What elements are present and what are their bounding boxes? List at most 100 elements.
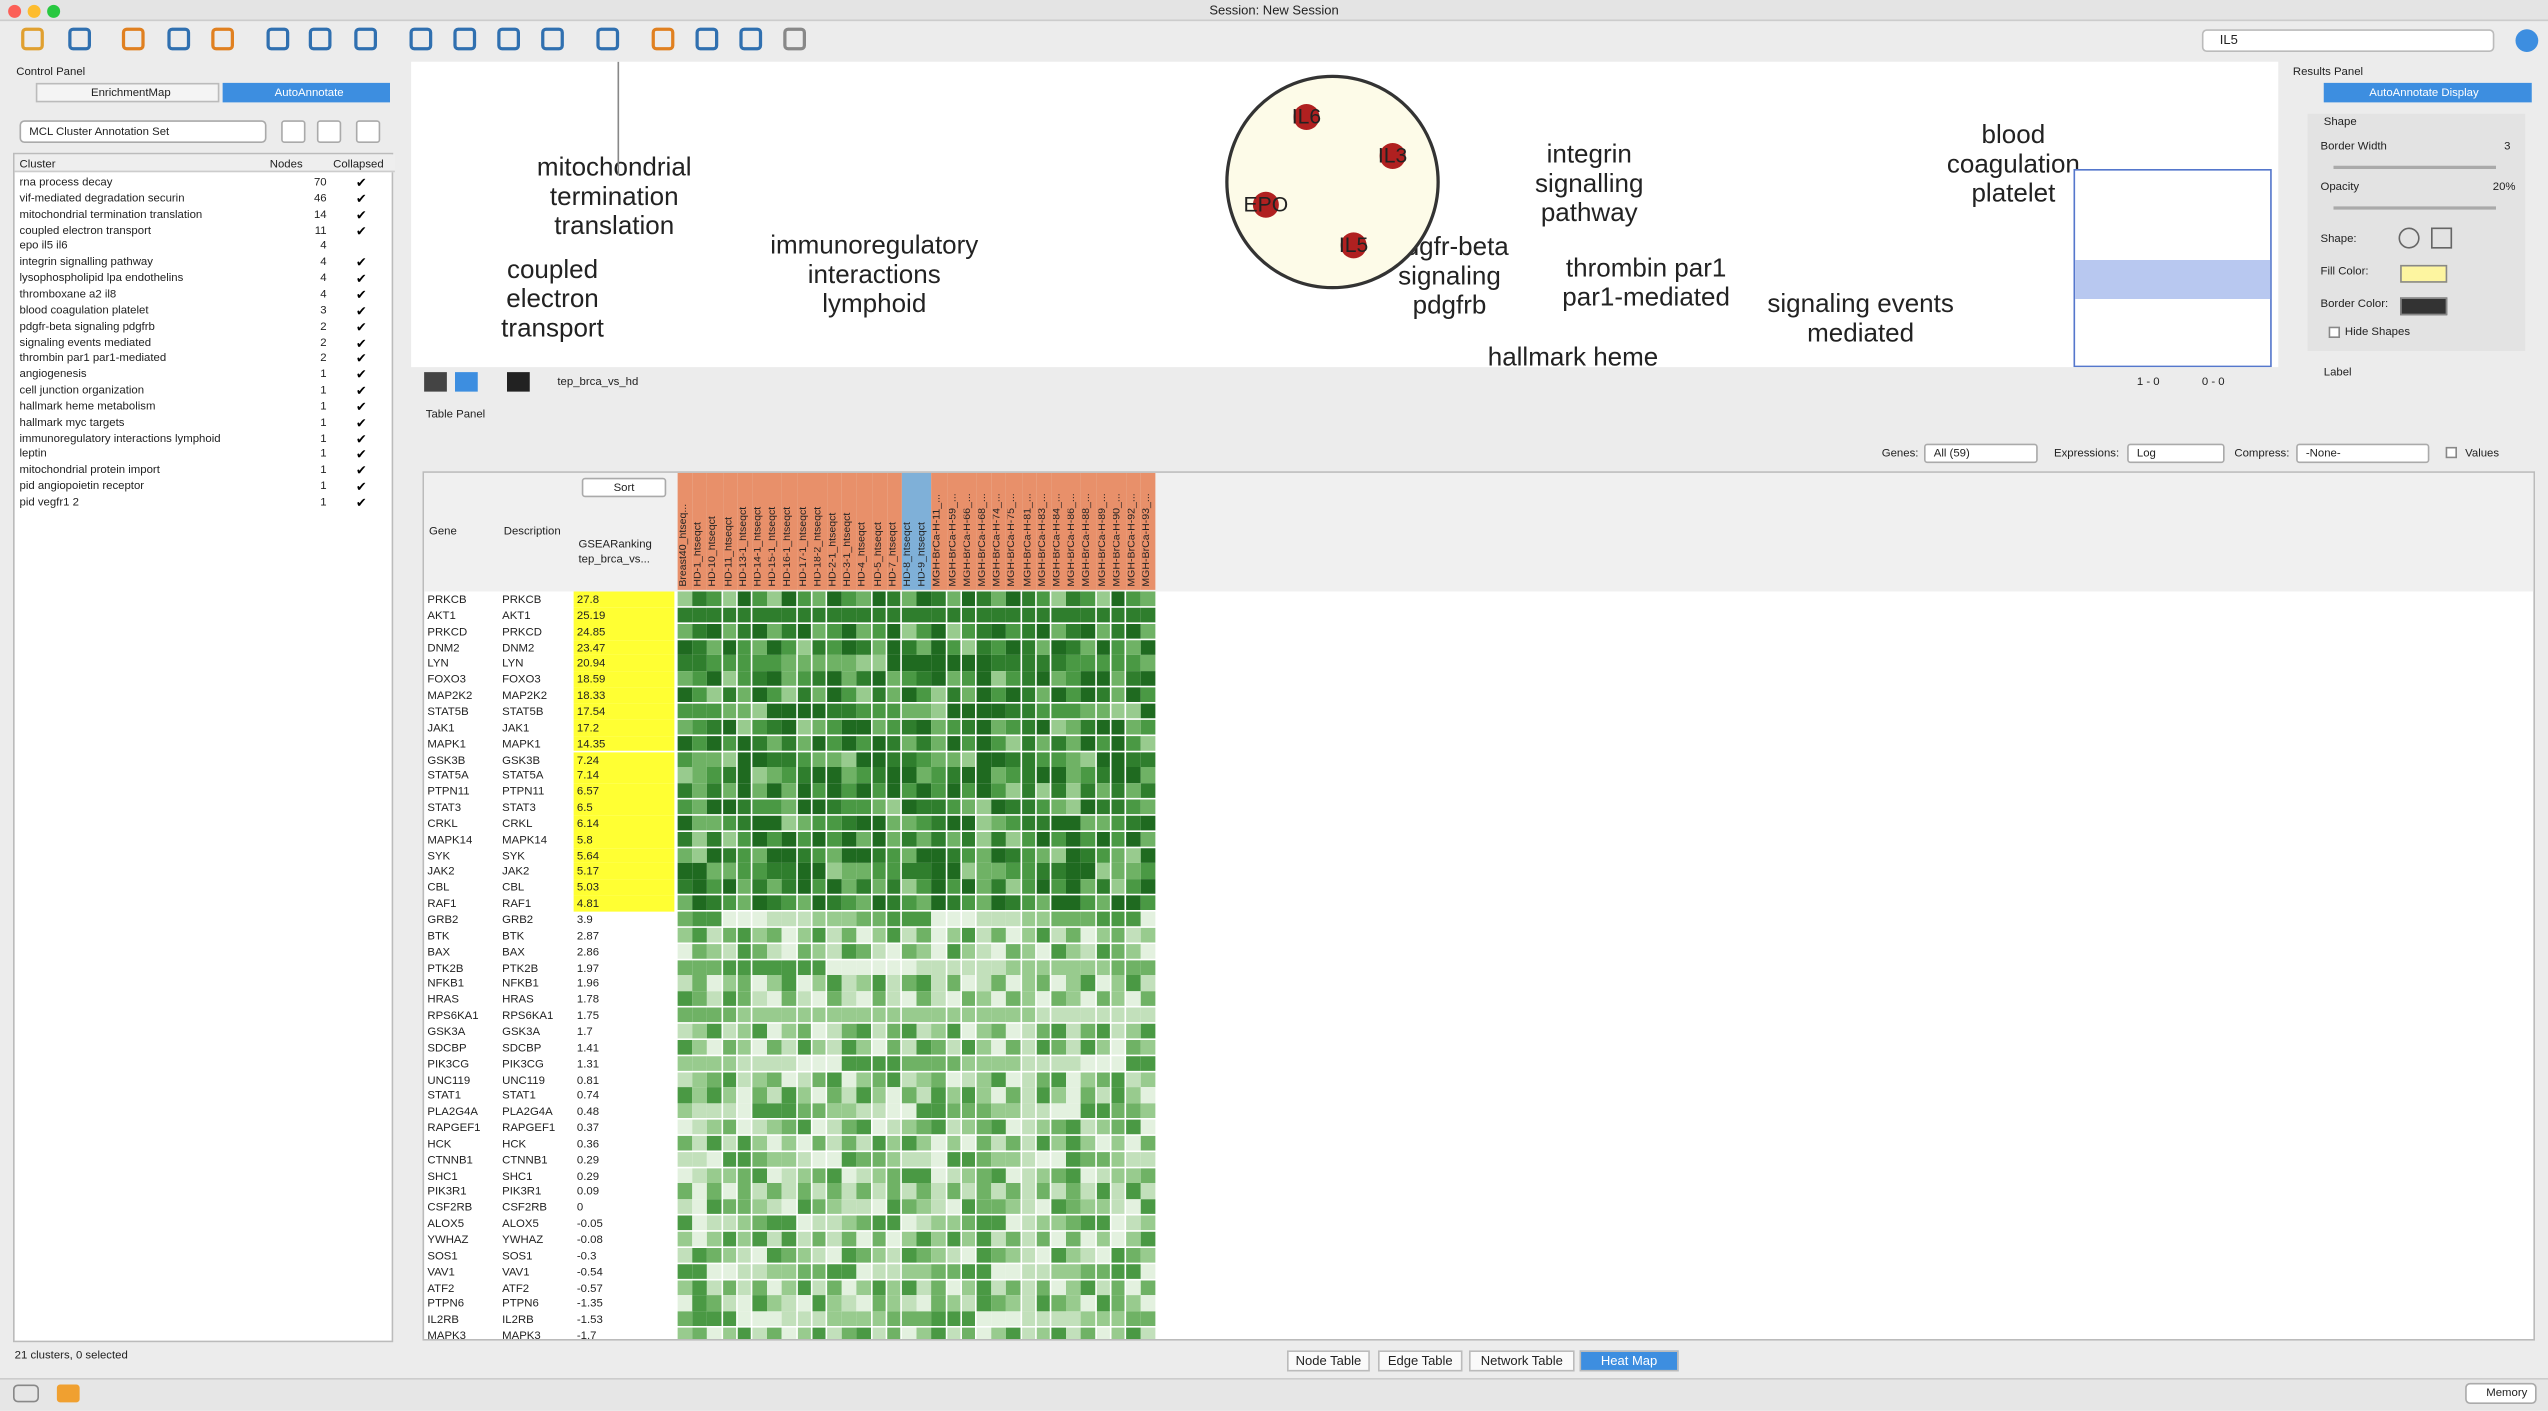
heatmap-cell [812, 959, 827, 975]
sort-button[interactable] [581, 477, 667, 498]
status-icon[interactable] [13, 1384, 39, 1403]
window-button[interactable] [8, 4, 22, 18]
edge-line [617, 61, 620, 176]
heatmap-cell [961, 767, 976, 783]
toolbar-button[interactable] [739, 27, 763, 51]
toolbar-button[interactable] [354, 27, 377, 51]
description: MAPK14 [502, 834, 548, 847]
shape-button[interactable] [2398, 227, 2420, 249]
heatmap-cell [1066, 1311, 1081, 1327]
window-button[interactable] [27, 4, 41, 18]
shape-button[interactable] [2431, 227, 2453, 249]
warning-icon[interactable] [56, 1384, 80, 1403]
network-node[interactable] [1379, 143, 1406, 169]
heatmap-cell [1126, 1039, 1141, 1055]
heatmap-cell [692, 831, 707, 847]
tab[interactable] [35, 82, 220, 103]
heatmap-cell [1021, 975, 1036, 991]
network-node[interactable] [1340, 232, 1367, 259]
cluster-label: pdgfrb [1412, 292, 1487, 321]
heatmap-cell [1081, 1231, 1096, 1247]
toolbar-button[interactable] [695, 27, 719, 51]
heatmap-cell [1006, 1231, 1021, 1247]
icon-button[interactable] [316, 120, 342, 143]
tab[interactable] [1287, 1350, 1370, 1372]
heatmap-cell [707, 607, 722, 623]
view-button[interactable] [455, 372, 478, 392]
heatmap-cell [1066, 1215, 1081, 1231]
heatmap-cell [782, 1231, 797, 1247]
heatmap-cell [767, 607, 782, 623]
heatmap-cell [931, 959, 946, 975]
tab[interactable] [222, 82, 390, 103]
heatmap-cell [857, 719, 871, 735]
window-button[interactable] [47, 4, 61, 18]
collapsed-check: ✔ [355, 287, 367, 303]
toolbar-button[interactable] [453, 27, 477, 51]
toolbar-button[interactable] [308, 27, 332, 51]
dropdown[interactable] [2127, 443, 2225, 464]
heatmap-cell [931, 879, 946, 895]
heatmap-cell [692, 1023, 707, 1039]
heatmap-cell [931, 799, 946, 815]
tab[interactable] [1378, 1350, 1463, 1372]
color-swatch[interactable] [2400, 264, 2448, 283]
heatmap-cell [931, 1199, 946, 1215]
cluster-label: integrin [1546, 141, 1632, 169]
toolbar-button[interactable] [651, 27, 675, 51]
toolbar-button[interactable] [266, 27, 290, 51]
toolbar-button[interactable] [409, 27, 433, 51]
icon-button[interactable] [355, 120, 381, 143]
gene: JAK2 [427, 866, 455, 879]
heatmap-table: Gene Description Sort GSEARanking tep_brca_… [422, 471, 2535, 1341]
network-node[interactable] [1293, 104, 1320, 130]
dropdown[interactable] [19, 120, 267, 143]
heatmap-cell [797, 1327, 812, 1339]
heatmap-cell [1126, 1327, 1141, 1339]
heatmap-cell [931, 1263, 946, 1279]
tab[interactable] [1469, 1350, 1575, 1372]
heatmap-cell [677, 767, 692, 783]
tab[interactable] [1579, 1350, 1679, 1372]
toolbar-button[interactable] [596, 27, 620, 51]
toolbar-button[interactable] [541, 27, 564, 51]
toolbar-button[interactable] [68, 27, 91, 51]
gene: YWHAZ [427, 1235, 469, 1247]
heatmap-cell [946, 719, 961, 735]
heatmap-cell [931, 1103, 946, 1119]
dropdown[interactable] [2296, 443, 2430, 464]
checkbox[interactable] [2328, 326, 2340, 338]
slider[interactable] [2333, 165, 2496, 169]
view-button[interactable] [424, 372, 447, 392]
dropdown[interactable] [1924, 443, 2038, 464]
toolbar-button[interactable] [21, 27, 44, 51]
toolbar-button[interactable] [497, 27, 520, 51]
memory-button[interactable] [2465, 1382, 2537, 1404]
slider[interactable] [2333, 206, 2496, 210]
description: AKT1 [502, 610, 531, 623]
help-button[interactable] [2515, 29, 2539, 52]
color-swatch[interactable] [2400, 297, 2448, 316]
heatmap-cell [961, 991, 976, 1007]
heatmap-cell [737, 1263, 752, 1279]
heatmap-cell [1111, 1311, 1126, 1327]
network-node[interactable] [1252, 191, 1279, 218]
heatmap-cell [1021, 767, 1036, 783]
heatmap-cell [752, 687, 767, 703]
toolbar-button[interactable] [783, 27, 806, 51]
toolbar-button[interactable] [211, 27, 234, 51]
tab[interactable] [2323, 82, 2532, 103]
cluster-nodes: 4 [320, 257, 327, 269]
toolbar-button[interactable] [167, 27, 191, 51]
heatmap-cell [827, 1279, 842, 1295]
icon-button[interactable] [281, 120, 306, 143]
search-box[interactable] [2201, 29, 2495, 52]
heatmap-cell [886, 847, 901, 863]
ranking: 0.09 [576, 1186, 600, 1199]
heatmap-cell [752, 959, 767, 975]
toolbar-button[interactable] [121, 27, 145, 51]
checkbox[interactable] [2445, 446, 2457, 459]
sample-header: MGH-BrCa-H-88_... [1082, 493, 1093, 587]
heatmap-cell [827, 991, 842, 1007]
view-button[interactable] [507, 372, 530, 392]
